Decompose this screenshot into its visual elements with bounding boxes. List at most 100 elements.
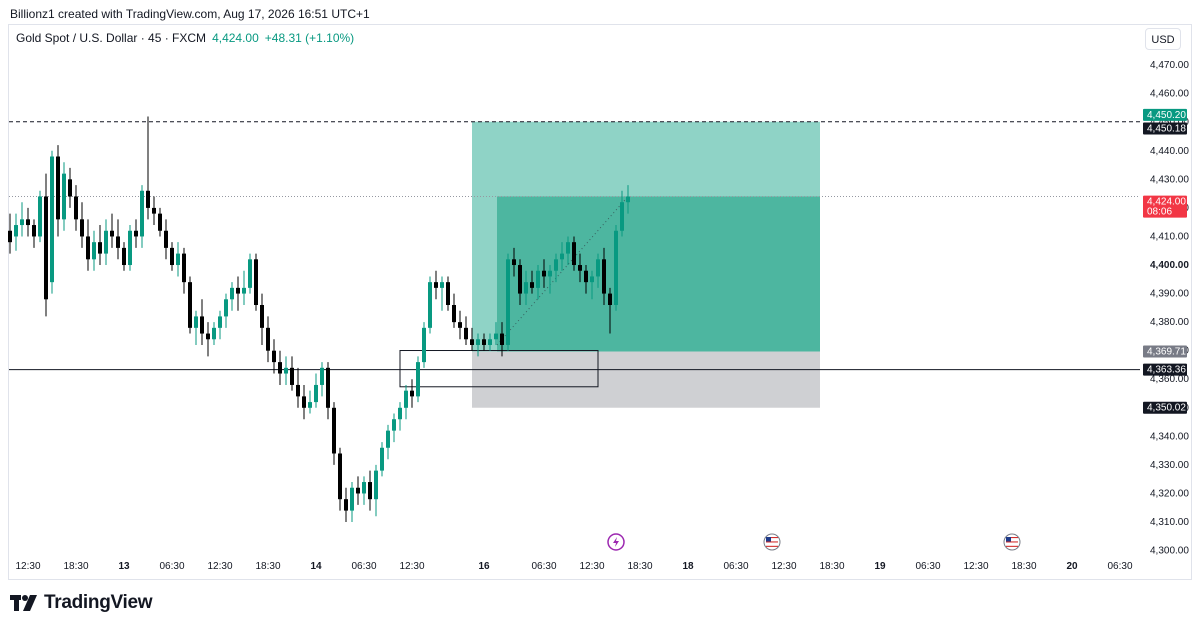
currency-button[interactable]: USD [1145,28,1181,50]
candle-body[interactable] [470,339,474,345]
candle-body[interactable] [140,190,144,237]
candle-body[interactable] [146,190,150,208]
candle-body[interactable] [338,453,342,500]
candle-body[interactable] [68,179,72,197]
tradingview-logo[interactable]: TradingView [10,592,153,614]
candle-body[interactable] [608,293,612,305]
candle-body[interactable] [92,242,96,260]
candle-body[interactable] [446,282,450,305]
candle-body[interactable] [332,407,336,454]
candle-body[interactable] [368,482,372,500]
candle-body[interactable] [404,390,408,408]
candle-body[interactable] [152,207,156,214]
candle-body[interactable] [596,259,600,277]
candle-body[interactable] [206,333,210,340]
candle-body[interactable] [452,305,456,323]
candle-body[interactable] [392,419,396,431]
candle-body[interactable] [260,305,264,328]
candle-body[interactable] [56,156,60,220]
candle-body[interactable] [116,236,120,248]
candle-body[interactable] [458,322,462,328]
candle-body[interactable] [500,333,504,345]
candle-body[interactable] [134,230,138,237]
candle-body[interactable] [422,327,426,363]
us-flag-icon[interactable] [1003,533,1021,551]
candle-body[interactable] [434,282,438,288]
candle-body[interactable] [164,230,168,248]
candle-body[interactable] [380,447,384,471]
candle-body[interactable] [554,259,558,271]
candle-body[interactable] [26,219,30,226]
candle-body[interactable] [44,196,48,300]
candle-body[interactable] [590,276,594,283]
candle-body[interactable] [362,482,366,494]
candle-body[interactable] [350,487,354,511]
candle-body[interactable] [212,327,216,340]
candle-body[interactable] [614,230,618,305]
candle-body[interactable] [584,270,588,283]
us-flag-icon[interactable] [763,533,781,551]
candle-body[interactable] [398,407,402,420]
candle-body[interactable] [236,287,240,294]
candle-body[interactable] [38,196,42,237]
candle-body[interactable] [158,213,162,231]
candle-body[interactable] [506,259,510,345]
candle-body[interactable] [326,367,330,408]
candle-body[interactable] [386,430,390,448]
candle-body[interactable] [476,339,480,345]
candle-body[interactable] [50,156,54,283]
candle-body[interactable] [296,384,300,397]
lightning-icon[interactable] [607,533,625,551]
candle-body[interactable] [416,362,420,397]
candle-body[interactable] [542,270,546,277]
candle-body[interactable] [512,259,516,266]
candle-body[interactable] [374,470,378,500]
candle-body[interactable] [548,270,552,277]
candle-body[interactable] [602,259,606,294]
candle-body[interactable] [242,287,246,294]
candle-body[interactable] [488,339,492,345]
candle-body[interactable] [254,259,258,305]
candle-body[interactable] [110,230,114,237]
candle-body[interactable] [560,253,564,260]
candle-body[interactable] [536,270,540,288]
symbol-label[interactable]: Gold Spot / U.S. Dollar · 45 · FXCM [16,31,207,45]
stop-zone[interactable] [472,351,820,408]
candle-body[interactable] [308,402,312,408]
candle-body[interactable] [74,196,78,220]
candle-body[interactable] [572,242,576,266]
candle-body[interactable] [344,499,348,511]
candle-body[interactable] [530,282,534,288]
candle-body[interactable] [494,333,498,340]
candle-body[interactable] [626,196,630,203]
candle-body[interactable] [248,259,252,288]
candle-body[interactable] [188,282,192,328]
candle-body[interactable] [314,384,318,403]
candle-body[interactable] [302,396,306,408]
candle-body[interactable] [620,202,624,231]
candle-body[interactable] [32,225,36,237]
candle-body[interactable] [128,230,132,266]
candle-body[interactable] [230,287,234,300]
candle-body[interactable] [62,173,66,220]
candle-body[interactable] [578,265,582,271]
candle-body[interactable] [566,242,570,254]
candle-body[interactable] [176,253,180,266]
candle-body[interactable] [464,327,468,340]
zone-box[interactable] [399,350,599,388]
candle-body[interactable] [284,367,288,374]
candle-body[interactable] [14,225,18,237]
candle-body[interactable] [182,253,186,283]
candle-body[interactable] [80,219,84,237]
candle-body[interactable] [122,247,126,266]
candle-body[interactable] [224,299,228,317]
candle-body[interactable] [98,242,102,254]
candle-body[interactable] [170,247,174,266]
candle-body[interactable] [290,367,294,385]
candle-body[interactable] [428,282,432,328]
candle-body[interactable] [482,339,486,345]
candle-body[interactable] [20,219,24,226]
candle-body[interactable] [200,316,204,334]
candle-body[interactable] [356,487,360,494]
